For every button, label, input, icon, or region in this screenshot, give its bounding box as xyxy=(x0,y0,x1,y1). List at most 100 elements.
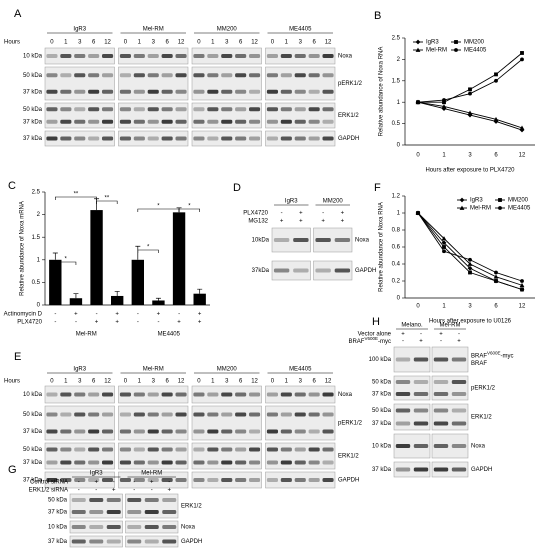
lane-label: 12 xyxy=(178,40,185,46)
band xyxy=(294,392,306,397)
treatment-sign: + xyxy=(167,488,171,494)
kda-label: 37 kDa xyxy=(23,136,43,142)
band xyxy=(294,447,306,452)
band xyxy=(322,136,334,141)
significance-bracket xyxy=(96,200,118,204)
blot-strip xyxy=(191,66,262,101)
band xyxy=(235,392,247,397)
bar xyxy=(193,293,206,305)
lane-label: 0 xyxy=(197,40,201,46)
band xyxy=(119,89,132,94)
y-tick-label: 0.6 xyxy=(392,245,401,251)
cell-line-label: MM200 xyxy=(217,367,238,373)
band xyxy=(395,467,411,472)
cell-line-label: IgR3 xyxy=(73,27,86,33)
cell-line-label: ME4405 xyxy=(289,27,312,33)
kda-label: 37 kDa xyxy=(23,429,43,435)
row-header: Hours xyxy=(4,379,20,385)
condition-sign: + xyxy=(95,320,99,326)
legend-label: ME4405 xyxy=(464,48,487,54)
lane-label: 0 xyxy=(124,40,128,46)
band xyxy=(144,539,159,544)
cell-line-label: MM200 xyxy=(217,27,238,33)
band xyxy=(308,412,320,417)
band xyxy=(207,412,219,417)
legend-label: IgR3 xyxy=(426,40,439,46)
band xyxy=(193,478,205,482)
x-tick-label: 6 xyxy=(494,304,498,310)
cell-line-label: ME4405 xyxy=(289,367,312,373)
band xyxy=(60,136,72,141)
protein-label: pERK1/2 xyxy=(471,386,496,392)
x-tick-label: 0 xyxy=(416,153,420,159)
row-header: Hours xyxy=(4,40,20,46)
band xyxy=(433,380,449,384)
band xyxy=(294,478,306,482)
treatment-sign: - xyxy=(458,332,460,338)
x-tick-label: 3 xyxy=(468,304,472,310)
band xyxy=(161,412,173,417)
y-tick-label: 0.5 xyxy=(392,121,401,127)
band xyxy=(60,412,72,417)
significance-bracket xyxy=(178,208,200,212)
blot-strip xyxy=(265,442,336,470)
band xyxy=(46,54,58,58)
band xyxy=(46,119,58,124)
kda-label: 50 kDa xyxy=(23,107,43,113)
kda-label: 37 kDa xyxy=(23,460,43,466)
band xyxy=(248,447,261,452)
band xyxy=(221,119,233,124)
band xyxy=(175,136,187,141)
x-axis-title: Hours after exposure to U0126 xyxy=(429,319,512,325)
treatment-sign: - xyxy=(322,211,324,217)
blot-strip xyxy=(431,403,469,431)
blot-strip xyxy=(118,47,189,65)
treatment-sign: + xyxy=(341,219,345,225)
band xyxy=(308,136,320,141)
band xyxy=(162,498,177,502)
significance-label: * xyxy=(157,204,160,210)
band xyxy=(119,392,132,397)
band xyxy=(101,136,114,141)
band xyxy=(175,460,187,465)
legend-label: Mel-RM xyxy=(470,206,491,212)
band xyxy=(308,73,320,78)
marker xyxy=(493,116,499,122)
protein-label: Noxa xyxy=(338,392,353,398)
band xyxy=(119,54,132,58)
band xyxy=(60,54,72,58)
protein-label: pERK1/2 xyxy=(338,421,363,427)
band xyxy=(161,73,173,78)
band xyxy=(133,429,145,434)
marker xyxy=(519,282,525,288)
marker xyxy=(494,279,498,283)
band xyxy=(88,73,100,78)
band xyxy=(46,447,58,452)
marker xyxy=(459,197,465,203)
condition-sign: + xyxy=(198,320,202,326)
blot-strip xyxy=(118,405,189,441)
treatment-sign: - xyxy=(113,480,115,486)
band xyxy=(101,392,114,397)
band xyxy=(413,467,429,472)
treatment-sign: + xyxy=(280,219,284,225)
band xyxy=(101,412,114,417)
band xyxy=(133,447,145,452)
blot-strip xyxy=(191,442,262,470)
band xyxy=(74,119,86,124)
band xyxy=(119,447,132,452)
y-tick-label: 0 xyxy=(37,303,41,309)
band xyxy=(433,444,449,448)
lane-label: 6 xyxy=(239,40,243,46)
cell-line-label: Mel-RM xyxy=(440,323,461,329)
lane-label: 1 xyxy=(64,40,68,46)
band xyxy=(235,429,247,434)
band xyxy=(235,478,247,482)
lane-label: 3 xyxy=(299,379,303,385)
band xyxy=(221,429,233,434)
marker xyxy=(468,87,472,92)
band xyxy=(127,539,142,544)
condition-sign: - xyxy=(137,312,139,318)
marker xyxy=(442,100,446,105)
marker xyxy=(468,270,472,275)
